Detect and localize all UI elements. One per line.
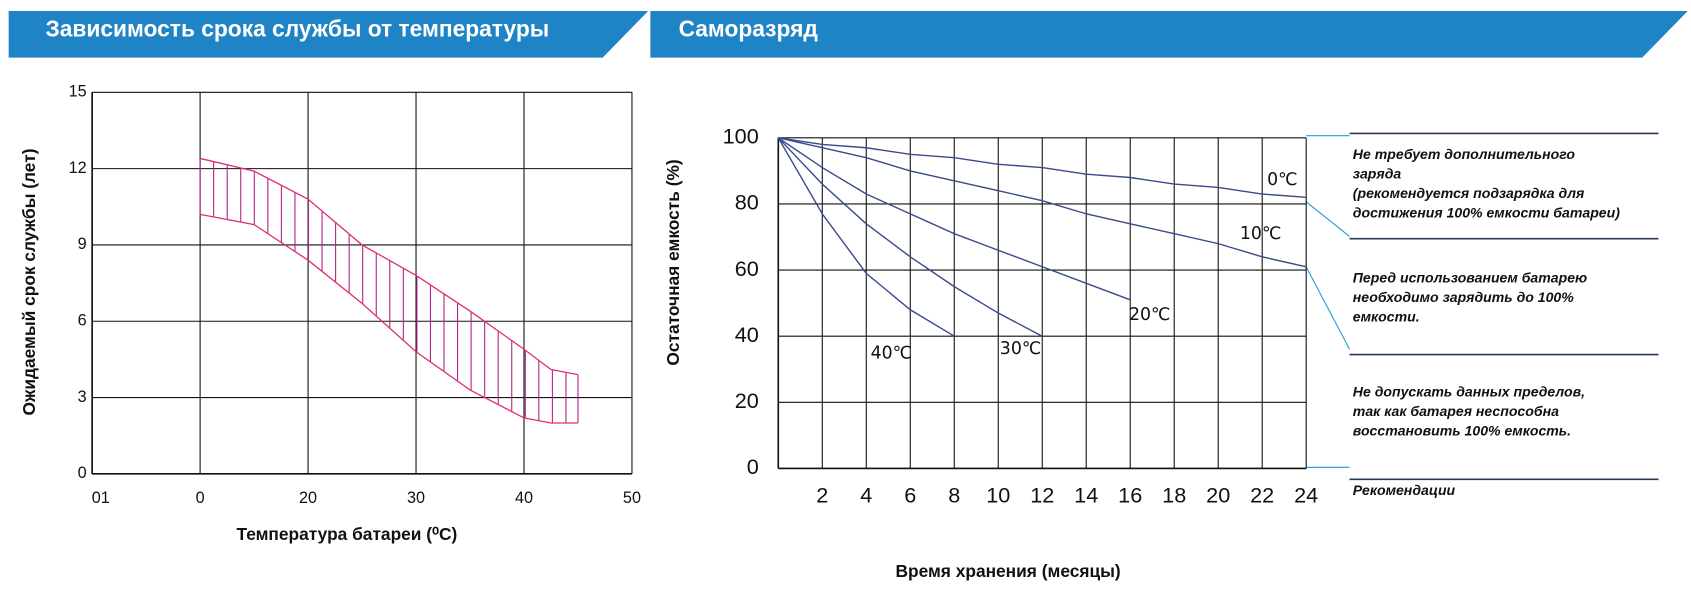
y-tick-label: 20 [735,388,759,413]
x-tick-label: 4 [860,482,872,507]
note: емкости. [1353,308,1420,324]
x-tick-label: 50 [623,489,641,507]
x-tick-label: 8 [948,482,960,507]
y-tick-label: 3 [78,388,87,406]
x-tick-label: 30 [407,489,425,507]
x-tick-label: 40 [515,489,533,507]
x-tick-label: 14 [1074,482,1098,507]
note-rules [1349,132,1659,481]
note: Не требует дополнительного [1353,146,1576,162]
note: заряда [1353,165,1402,181]
x-tick-label: 24 [1294,482,1318,507]
line-label: 0℃ [1267,170,1298,190]
y-tick-label: 0 [78,464,87,482]
note: Не допускать данных пределов, [1353,383,1585,399]
x-tick-label: 12 [1030,482,1054,507]
y-axis-label: Ожидаемый срок службы (лет) [19,149,39,416]
note: Перед использованием батарею [1353,269,1587,285]
line-label: 30℃ [1000,339,1042,359]
line [778,137,1307,268]
note: Рекомендации [1353,482,1456,498]
y-tick-label: 12 [69,159,87,177]
chart-title: Саморазряд [679,16,819,42]
line [777,137,1131,301]
line [778,137,1307,199]
x-tick-label: 10 [986,482,1010,507]
x-tick-label: 6 [904,482,916,507]
x-tick-label: 2 [816,482,828,507]
line-label: 10℃ [1240,224,1282,244]
note: восстановить 100% емкость. [1353,422,1571,438]
note: достижения 100% емкости батареи) [1353,204,1620,220]
band-edge [199,213,578,424]
note: (рекомендуется подзарядка для [1353,185,1585,201]
line [777,137,955,337]
connectors [1305,135,1351,468]
x-tick-label: 01 [92,489,110,507]
line [777,137,1043,337]
line-label: 40℃ [871,344,913,364]
y-axis-label: Остаточная емкость (%) [663,159,683,365]
y-tick-label: 6 [78,312,87,330]
x-tick-label: 16 [1118,482,1142,507]
band-edge [199,157,579,376]
y-tick-label: 9 [78,235,87,253]
x-axis-label: Время хранения (месяцы) [895,561,1120,581]
y-tick-label: 80 [735,190,759,215]
line-label: 20℃ [1129,305,1171,325]
header-bar [8,10,649,58]
chart-title: Зависимость срока службы от температуры [46,16,550,42]
x-tick-label: 20 [1206,482,1230,507]
y-tick-label: 15 [69,83,87,101]
x-tick-label: 0 [196,489,205,507]
note: необходимо зарядить до 100% [1353,289,1574,305]
x-tick-label: 18 [1162,482,1186,507]
x-tick-label: 20 [299,489,317,507]
note: так как батарея неспособна [1353,403,1559,419]
y-tick-label: 60 [735,256,759,281]
x-tick-label: 22 [1250,482,1274,507]
header-bar [650,10,1688,58]
x-axis-label: Температура батареи (⁰C) [236,524,457,544]
y-tick-label: 0 [747,454,759,479]
y-tick-label: 40 [735,322,759,347]
y-tick-label: 100 [723,124,759,149]
